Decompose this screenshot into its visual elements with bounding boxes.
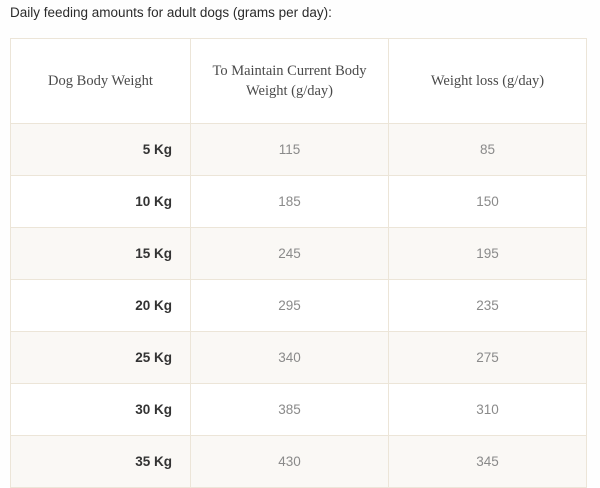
cell-dog-body-weight: 15 Kg (10, 227, 191, 280)
table-header: Dog Body Weight To Maintain Current Body… (10, 38, 587, 124)
daily-feeding-amounts-table: Dog Body Weight To Maintain Current Body… (10, 38, 587, 488)
table-row: 5 Kg 115 85 (10, 123, 587, 176)
column-header-weight-loss: Weight loss (g/day) (388, 38, 587, 124)
cell-weight-loss: 195 (388, 227, 587, 280)
page-title: Daily feeding amounts for adult dogs (gr… (10, 5, 332, 20)
table-row: 25 Kg 340 275 (10, 331, 587, 384)
table-body: 5 Kg 115 85 10 Kg 185 150 15 Kg 245 195 … (10, 123, 587, 488)
cell-weight-loss: 150 (388, 175, 587, 228)
cell-maintain-weight: 430 (190, 435, 389, 488)
column-header-dog-body-weight: Dog Body Weight (10, 38, 191, 124)
cell-weight-loss: 275 (388, 331, 587, 384)
feeding-table-container: Dog Body Weight To Maintain Current Body… (10, 38, 587, 488)
cell-dog-body-weight: 35 Kg (10, 435, 191, 488)
table-row: 30 Kg 385 310 (10, 383, 587, 436)
cell-dog-body-weight: 5 Kg (10, 123, 191, 176)
cell-weight-loss: 85 (388, 123, 587, 176)
cell-dog-body-weight: 25 Kg (10, 331, 191, 384)
cell-weight-loss: 235 (388, 279, 587, 332)
column-header-maintain-weight: To Maintain Current Body Weight (g/day) (190, 38, 389, 124)
cell-dog-body-weight: 30 Kg (10, 383, 191, 436)
cell-weight-loss: 345 (388, 435, 587, 488)
table-row: 15 Kg 245 195 (10, 227, 587, 280)
table-row: 35 Kg 430 345 (10, 435, 587, 488)
table-row: 10 Kg 185 150 (10, 175, 587, 228)
cell-maintain-weight: 185 (190, 175, 389, 228)
cell-maintain-weight: 245 (190, 227, 389, 280)
cell-maintain-weight: 115 (190, 123, 389, 176)
cell-maintain-weight: 340 (190, 331, 389, 384)
cell-maintain-weight: 385 (190, 383, 389, 436)
cell-dog-body-weight: 10 Kg (10, 175, 191, 228)
table-header-row: Dog Body Weight To Maintain Current Body… (10, 38, 587, 124)
table-row: 20 Kg 295 235 (10, 279, 587, 332)
cell-weight-loss: 310 (388, 383, 587, 436)
cell-dog-body-weight: 20 Kg (10, 279, 191, 332)
cell-maintain-weight: 295 (190, 279, 389, 332)
